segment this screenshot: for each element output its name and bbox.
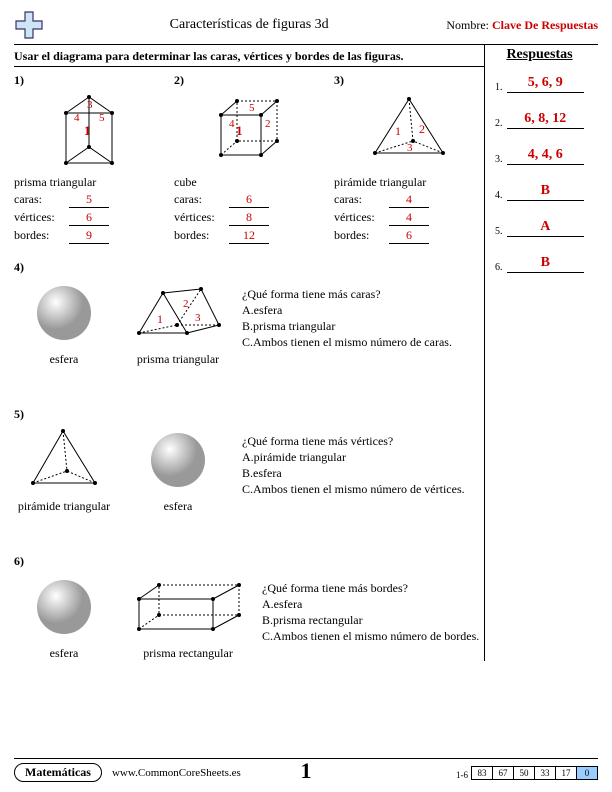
answer-4: B bbox=[507, 183, 585, 201]
answer-value: 6 bbox=[229, 192, 269, 208]
triangular-prism-icon: 1 4 5 3 bbox=[14, 88, 164, 173]
svg-text:3: 3 bbox=[195, 312, 201, 324]
score-grid: 1-6 83 67 50 33 17 0 bbox=[456, 766, 598, 780]
triangular-pyramid-icon: 1 2 3 bbox=[334, 88, 484, 173]
answer-5: A bbox=[507, 219, 585, 237]
rectangular-prism-icon bbox=[128, 569, 248, 644]
question-text: ¿Qué forma tiene más caras? A.esfera B.p… bbox=[242, 287, 452, 351]
svg-text:5: 5 bbox=[249, 102, 255, 114]
question-text: ¿Qué forma tiene más vértices? A.pirámid… bbox=[242, 434, 465, 498]
svg-text:1: 1 bbox=[236, 123, 243, 138]
svg-text:1: 1 bbox=[84, 123, 91, 138]
answer-key-text: Clave De Respuestas bbox=[492, 18, 598, 32]
svg-text:4: 4 bbox=[229, 118, 235, 130]
footer: Matemáticas www.CommonCoreSheets.es 1 1-… bbox=[14, 758, 598, 782]
site-url: www.CommonCoreSheets.es bbox=[112, 767, 241, 779]
svg-text:2: 2 bbox=[183, 298, 189, 310]
triangular-prism-icon: 1 2 3 bbox=[128, 275, 228, 350]
answer-6: B bbox=[507, 255, 585, 273]
svg-text:2: 2 bbox=[419, 122, 425, 136]
problem-1: 1) 1 4 5 bbox=[14, 73, 164, 244]
answer-value: 6 bbox=[69, 210, 109, 226]
svg-text:1: 1 bbox=[157, 312, 163, 326]
instruction-text: Usar el diagrama para determinar las car… bbox=[14, 49, 484, 67]
svg-text:3: 3 bbox=[407, 142, 413, 154]
worksheet-title: Características de figuras 3d bbox=[52, 17, 446, 33]
answers-column: Respuestas 1.5, 6, 9 2.6, 8, 12 3.4, 4, … bbox=[484, 45, 584, 661]
svg-text:2: 2 bbox=[265, 118, 271, 130]
answer-3: 4, 4, 6 bbox=[507, 147, 585, 165]
answer-value: 6 bbox=[389, 228, 429, 244]
name-label: Nombre: Clave De Respuestas bbox=[446, 18, 598, 33]
problem-3: 3) 1 2 3 pirámide triangu bbox=[334, 73, 484, 244]
subject-badge: Matemáticas bbox=[14, 763, 102, 782]
svg-text:1: 1 bbox=[395, 124, 401, 138]
svg-text:5: 5 bbox=[99, 112, 105, 124]
answers-heading: Respuestas bbox=[495, 47, 584, 63]
header: Características de figuras 3d Nombre: Cl… bbox=[14, 10, 598, 45]
sphere-icon bbox=[14, 275, 114, 350]
sphere-icon bbox=[128, 422, 228, 497]
answer-value: 4 bbox=[389, 210, 429, 226]
answer-2: 6, 8, 12 bbox=[507, 111, 585, 129]
problem-4: 4) esfera bbox=[14, 260, 484, 367]
answer-1: 5, 6, 9 bbox=[507, 75, 585, 93]
answer-value: 9 bbox=[69, 228, 109, 244]
answer-value: 4 bbox=[389, 192, 429, 208]
triangular-pyramid-icon bbox=[14, 422, 114, 497]
problem-2: 2) 1 2 5 bbox=[174, 73, 324, 244]
cube-icon: 1 2 5 4 bbox=[174, 88, 324, 173]
answer-value: 5 bbox=[69, 192, 109, 208]
answer-value: 12 bbox=[229, 228, 269, 244]
svg-text:3: 3 bbox=[87, 99, 93, 111]
svg-text:4: 4 bbox=[74, 112, 80, 124]
question-text: ¿Qué forma tiene más bordes? A.esfera B.… bbox=[262, 581, 479, 645]
answer-value: 8 bbox=[229, 210, 269, 226]
sphere-icon bbox=[14, 569, 114, 644]
problem-6: 6) esfera bbox=[14, 554, 484, 661]
logo-icon bbox=[14, 10, 44, 40]
page-number: 1 bbox=[301, 758, 312, 784]
problem-5: 5) pirámide triangular bbox=[14, 407, 484, 514]
